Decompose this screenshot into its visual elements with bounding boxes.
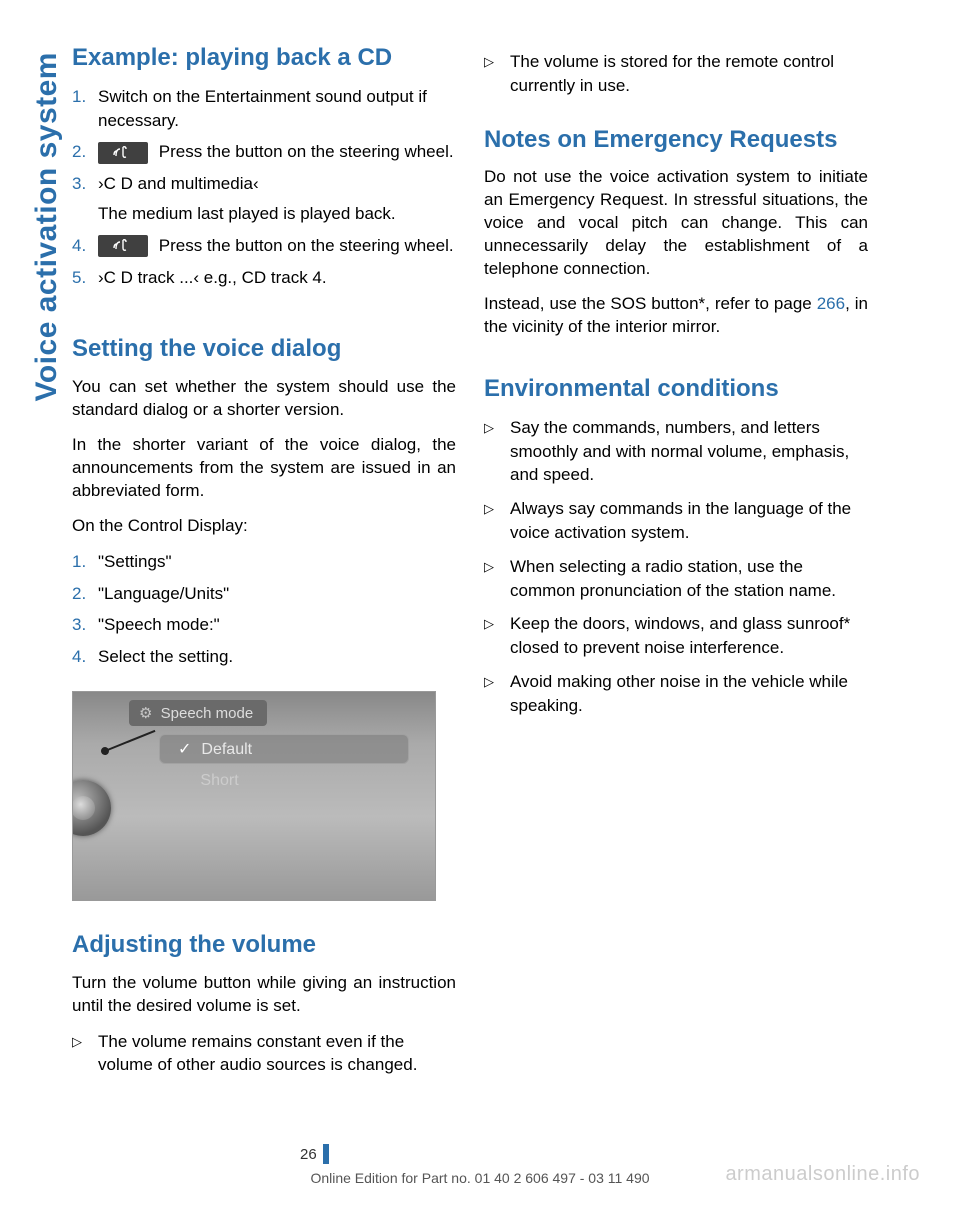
triangle-bullet-icon: ▷: [484, 497, 510, 545]
heading-environmental: Environmental conditions: [484, 375, 868, 404]
triangle-bullet-icon: ▷: [72, 1030, 98, 1078]
list-number: 2.: [72, 140, 98, 164]
list-subtext: The medium last played is played back.: [98, 202, 456, 226]
screenshot-title: Speech mode: [161, 705, 254, 722]
heading-example-cd: Example: playing back a CD: [72, 44, 456, 73]
bullet-text: When selecting a radio station, use the …: [510, 555, 868, 603]
list-text: ›C D and multimedia‹ The medium last pla…: [98, 172, 456, 226]
voice-button-icon: [98, 142, 148, 164]
control-display-screenshot: ⚙ Speech mode ✓Default ✓Short: [72, 691, 436, 901]
list-text: "Language/Units": [98, 582, 456, 606]
screenshot-pointer-line: [105, 730, 156, 752]
list-number: 5.: [72, 266, 98, 290]
triangle-bullet-icon: ▷: [484, 555, 510, 603]
body-text: You can set whether the system should us…: [72, 376, 456, 422]
heading-voice-dialog: Setting the voice dialog: [72, 335, 456, 364]
screenshot-options: ✓Default ✓Short: [159, 734, 409, 796]
bullet-text: Keep the doors, windows, and glass sunro…: [510, 612, 868, 660]
bullet-text: Always say commands in the language of t…: [510, 497, 868, 545]
environmental-bullets: ▷Say the commands, numbers, and letters …: [484, 416, 868, 718]
triangle-bullet-icon: ▷: [484, 416, 510, 487]
list-number: 4.: [72, 234, 98, 258]
list-text: Select the setting.: [98, 645, 456, 669]
heading-adjusting-volume: Adjusting the volume: [72, 931, 456, 960]
body-text: Do not use the voice activation system t…: [484, 166, 868, 281]
list-text-after-icon: Press the button on the steering wheel.: [159, 142, 454, 161]
triangle-bullet-icon: ▷: [484, 670, 510, 718]
right-column: ▷The volume is stored for the remote con…: [484, 44, 868, 1087]
list-number: 2.: [72, 582, 98, 606]
list-number: 3.: [72, 172, 98, 226]
gear-icon: ⚙: [139, 705, 152, 722]
page-link[interactable]: 266: [817, 294, 845, 313]
page-number-block: 26: [300, 1144, 329, 1164]
list-text: ›C D track ...‹ e.g., CD track 4.: [98, 266, 456, 290]
list-text: "Speech mode:": [98, 613, 456, 637]
list-text-after-icon: Press the button on the steering wheel.: [159, 236, 454, 255]
volume-bullets: ▷The volume remains constant even if the…: [72, 1030, 456, 1078]
list-text: Press the button on the steering wheel.: [98, 140, 456, 164]
voice-button-icon: [98, 235, 148, 257]
bullet-text: The volume is stored for the remote cont…: [510, 50, 868, 98]
screenshot-knob: [72, 780, 111, 836]
left-column: Example: playing back a CD 1. Switch on …: [72, 44, 456, 1087]
bullet-text: Say the commands, numbers, and letters s…: [510, 416, 868, 487]
body-text: Instead, use the SOS button*, refer to p…: [484, 293, 868, 339]
list-text: Switch on the Entertainment sound output…: [98, 85, 456, 133]
top-right-bullets: ▷The volume is stored for the remote con…: [484, 50, 868, 98]
bullet-text: Avoid making other noise in the vehicle …: [510, 670, 868, 718]
screenshot-option: ✓Short: [159, 766, 409, 794]
body-text: In the shorter variant of the voice dial…: [72, 434, 456, 503]
sidebar-section-title: Voice activation system: [30, 52, 64, 401]
screenshot-title-bar: ⚙ Speech mode: [129, 700, 267, 726]
bullet-text: The volume remains constant even if the …: [98, 1030, 456, 1078]
voice-dialog-list: 1."Settings" 2."Language/Units" 3."Speec…: [72, 550, 456, 669]
triangle-bullet-icon: ▷: [484, 50, 510, 98]
page-columns: Example: playing back a CD 1. Switch on …: [0, 0, 960, 1087]
page-number-accent-bar: [323, 1144, 329, 1164]
list-number: 4.: [72, 645, 98, 669]
list-text: "Settings": [98, 550, 456, 574]
body-text: On the Control Display:: [72, 515, 456, 538]
screenshot-option-selected: ✓Default: [159, 734, 409, 764]
heading-emergency: Notes on Emergency Requests: [484, 126, 868, 155]
example-cd-list: 1. Switch on the Entertainment sound out…: [72, 85, 456, 290]
list-number: 1.: [72, 85, 98, 133]
watermark: armanualsonline.info: [725, 1163, 920, 1186]
page-number: 26: [300, 1146, 317, 1163]
check-icon: ✓: [178, 741, 191, 758]
list-number: 3.: [72, 613, 98, 637]
body-text: Turn the volume button while giving an i…: [72, 972, 456, 1018]
triangle-bullet-icon: ▷: [484, 612, 510, 660]
list-text: Press the button on the steering wheel.: [98, 234, 456, 258]
list-number: 1.: [72, 550, 98, 574]
